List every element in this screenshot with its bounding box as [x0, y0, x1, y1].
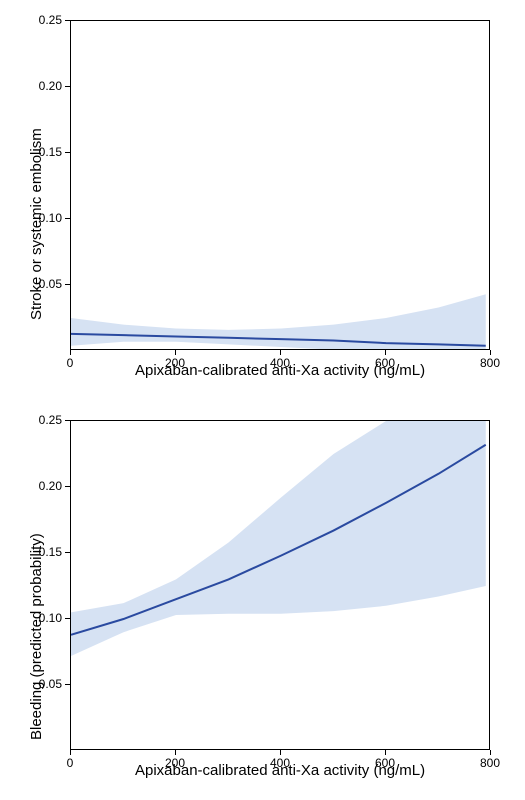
- x-tick-mark: [385, 350, 386, 355]
- y-tick-mark: [65, 152, 70, 153]
- y-tick-label: 0.10: [22, 211, 62, 225]
- panel-a-svg: [71, 21, 490, 350]
- x-tick-label: 600: [375, 356, 395, 370]
- x-tick-label: 400: [270, 756, 290, 770]
- x-tick-mark: [70, 350, 71, 355]
- x-tick-mark: [280, 350, 281, 355]
- x-tick-mark: [490, 750, 491, 755]
- y-tick-mark: [65, 552, 70, 553]
- panel-b-svg: [71, 421, 490, 750]
- y-tick-label: 0.10: [22, 611, 62, 625]
- y-tick-mark: [65, 86, 70, 87]
- x-tick-label: 200: [165, 756, 185, 770]
- y-tick-mark: [65, 420, 70, 421]
- x-tick-label: 400: [270, 356, 290, 370]
- y-tick-label: 0.20: [22, 79, 62, 93]
- panel-a: A: [70, 20, 490, 350]
- panel-a-plot: [70, 20, 490, 350]
- y-tick-label: 0.15: [22, 545, 62, 559]
- figure: A Stroke or systemic embolism Apixaban-c…: [0, 0, 525, 800]
- y-tick-mark: [65, 284, 70, 285]
- x-tick-mark: [175, 350, 176, 355]
- ci-band: [71, 294, 486, 350]
- panel-b: B: [70, 420, 490, 750]
- x-tick-label: 200: [165, 356, 185, 370]
- y-tick-mark: [65, 218, 70, 219]
- panel-b-y-title: Bleeding (predicted probability): [28, 533, 45, 740]
- x-tick-mark: [70, 750, 71, 755]
- x-tick-label: 800: [480, 756, 500, 770]
- x-tick-label: 0: [67, 756, 74, 770]
- y-tick-mark: [65, 684, 70, 685]
- y-tick-label: 0.05: [22, 677, 62, 691]
- y-tick-mark: [65, 20, 70, 21]
- x-tick-label: 0: [67, 356, 74, 370]
- y-tick-mark: [65, 486, 70, 487]
- y-tick-label: 0.20: [22, 479, 62, 493]
- x-tick-mark: [175, 750, 176, 755]
- y-tick-label: 0.25: [22, 13, 62, 27]
- x-tick-mark: [490, 350, 491, 355]
- x-tick-mark: [280, 750, 281, 755]
- y-tick-label: 0.05: [22, 277, 62, 291]
- y-tick-label: 0.25: [22, 413, 62, 427]
- panel-b-plot: [70, 420, 490, 750]
- y-tick-label: 0.15: [22, 145, 62, 159]
- x-tick-mark: [385, 750, 386, 755]
- y-tick-mark: [65, 618, 70, 619]
- x-tick-label: 800: [480, 356, 500, 370]
- ci-band: [71, 421, 486, 656]
- x-tick-label: 600: [375, 756, 395, 770]
